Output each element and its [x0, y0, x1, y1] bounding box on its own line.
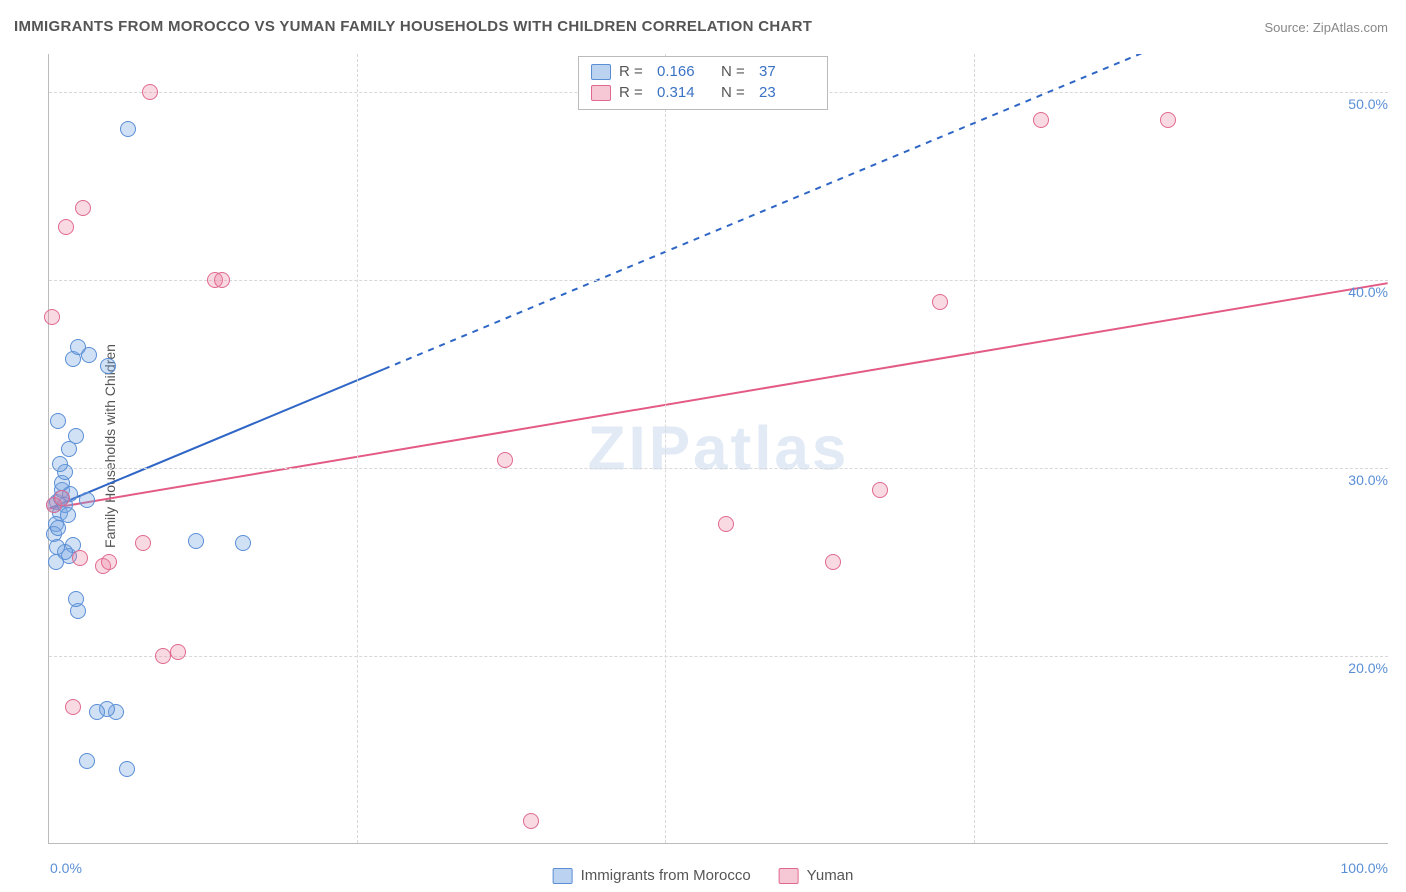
x-tick-label: 100.0%: [1341, 860, 1388, 876]
legend-r-label: R =: [619, 84, 649, 101]
scatter-point: [75, 200, 91, 216]
legend-r-label: R =: [619, 63, 649, 80]
scatter-point: [101, 554, 117, 570]
scatter-point: [155, 648, 171, 664]
scatter-point: [825, 554, 841, 570]
scatter-point: [70, 339, 86, 355]
scatter-point: [50, 413, 66, 429]
scatter-point: [68, 428, 84, 444]
scatter-point: [48, 554, 64, 570]
legend-item: Immigrants from Morocco: [553, 867, 751, 884]
scatter-point: [142, 84, 158, 100]
scatter-point: [214, 272, 230, 288]
scatter-point: [60, 507, 76, 523]
scatter-point: [872, 482, 888, 498]
source-label: Source: ZipAtlas.com: [1264, 20, 1388, 35]
legend-swatch: [553, 868, 573, 884]
x-tick-label: 0.0%: [50, 860, 82, 876]
scatter-point: [523, 813, 539, 829]
scatter-point: [932, 294, 948, 310]
legend-n-label: N =: [721, 84, 751, 101]
scatter-point: [65, 699, 81, 715]
scatter-point: [89, 704, 105, 720]
scatter-point: [54, 490, 70, 506]
gridline-h: [49, 468, 1388, 469]
scatter-point: [170, 644, 186, 660]
gridline-v: [665, 54, 666, 843]
y-tick-label: 40.0%: [1348, 284, 1388, 300]
trend-line-dashed: [384, 54, 1388, 369]
scatter-point: [235, 535, 251, 551]
legend-correlation: R = 0.166 N = 37 R = 0.314 N = 23: [578, 56, 828, 110]
legend-n-label: N =: [721, 63, 751, 80]
scatter-point: [188, 533, 204, 549]
gridline-h: [49, 656, 1388, 657]
scatter-point: [50, 520, 66, 536]
legend-n-value: 37: [759, 63, 815, 80]
legend-label: Yuman: [807, 867, 854, 884]
watermark: ZIPatlas: [588, 413, 850, 484]
y-tick-label: 50.0%: [1348, 96, 1388, 112]
scatter-point: [72, 550, 88, 566]
scatter-point: [1160, 112, 1176, 128]
legend-swatch: [591, 85, 611, 101]
legend-row: R = 0.314 N = 23: [591, 82, 815, 103]
plot-area: ZIPatlas: [48, 54, 1388, 844]
legend-series: Immigrants from Morocco Yuman: [553, 867, 854, 884]
y-tick-label: 30.0%: [1348, 472, 1388, 488]
scatter-point: [44, 309, 60, 325]
legend-r-value: 0.314: [657, 84, 713, 101]
y-tick-label: 20.0%: [1348, 660, 1388, 676]
scatter-point: [58, 219, 74, 235]
trend-lines: [49, 54, 1388, 843]
scatter-point: [135, 535, 151, 551]
gridline-v: [357, 54, 358, 843]
gridline-v: [974, 54, 975, 843]
gridline-h: [49, 280, 1388, 281]
scatter-point: [718, 516, 734, 532]
scatter-point: [120, 121, 136, 137]
legend-swatch: [779, 868, 799, 884]
scatter-point: [100, 358, 116, 374]
scatter-point: [79, 753, 95, 769]
scatter-point: [497, 452, 513, 468]
scatter-point: [79, 492, 95, 508]
scatter-point: [68, 591, 84, 607]
legend-swatch: [591, 64, 611, 80]
legend-r-value: 0.166: [657, 63, 713, 80]
legend-n-value: 23: [759, 84, 815, 101]
scatter-point: [52, 456, 68, 472]
legend-row: R = 0.166 N = 37: [591, 61, 815, 82]
trend-line-solid: [49, 369, 384, 508]
chart-title: IMMIGRANTS FROM MOROCCO VS YUMAN FAMILY …: [14, 18, 812, 35]
scatter-point: [119, 761, 135, 777]
trend-line-solid: [49, 283, 1387, 508]
legend-label: Immigrants from Morocco: [581, 867, 751, 884]
legend-item: Yuman: [779, 867, 854, 884]
scatter-point: [1033, 112, 1049, 128]
scatter-point: [49, 539, 65, 555]
